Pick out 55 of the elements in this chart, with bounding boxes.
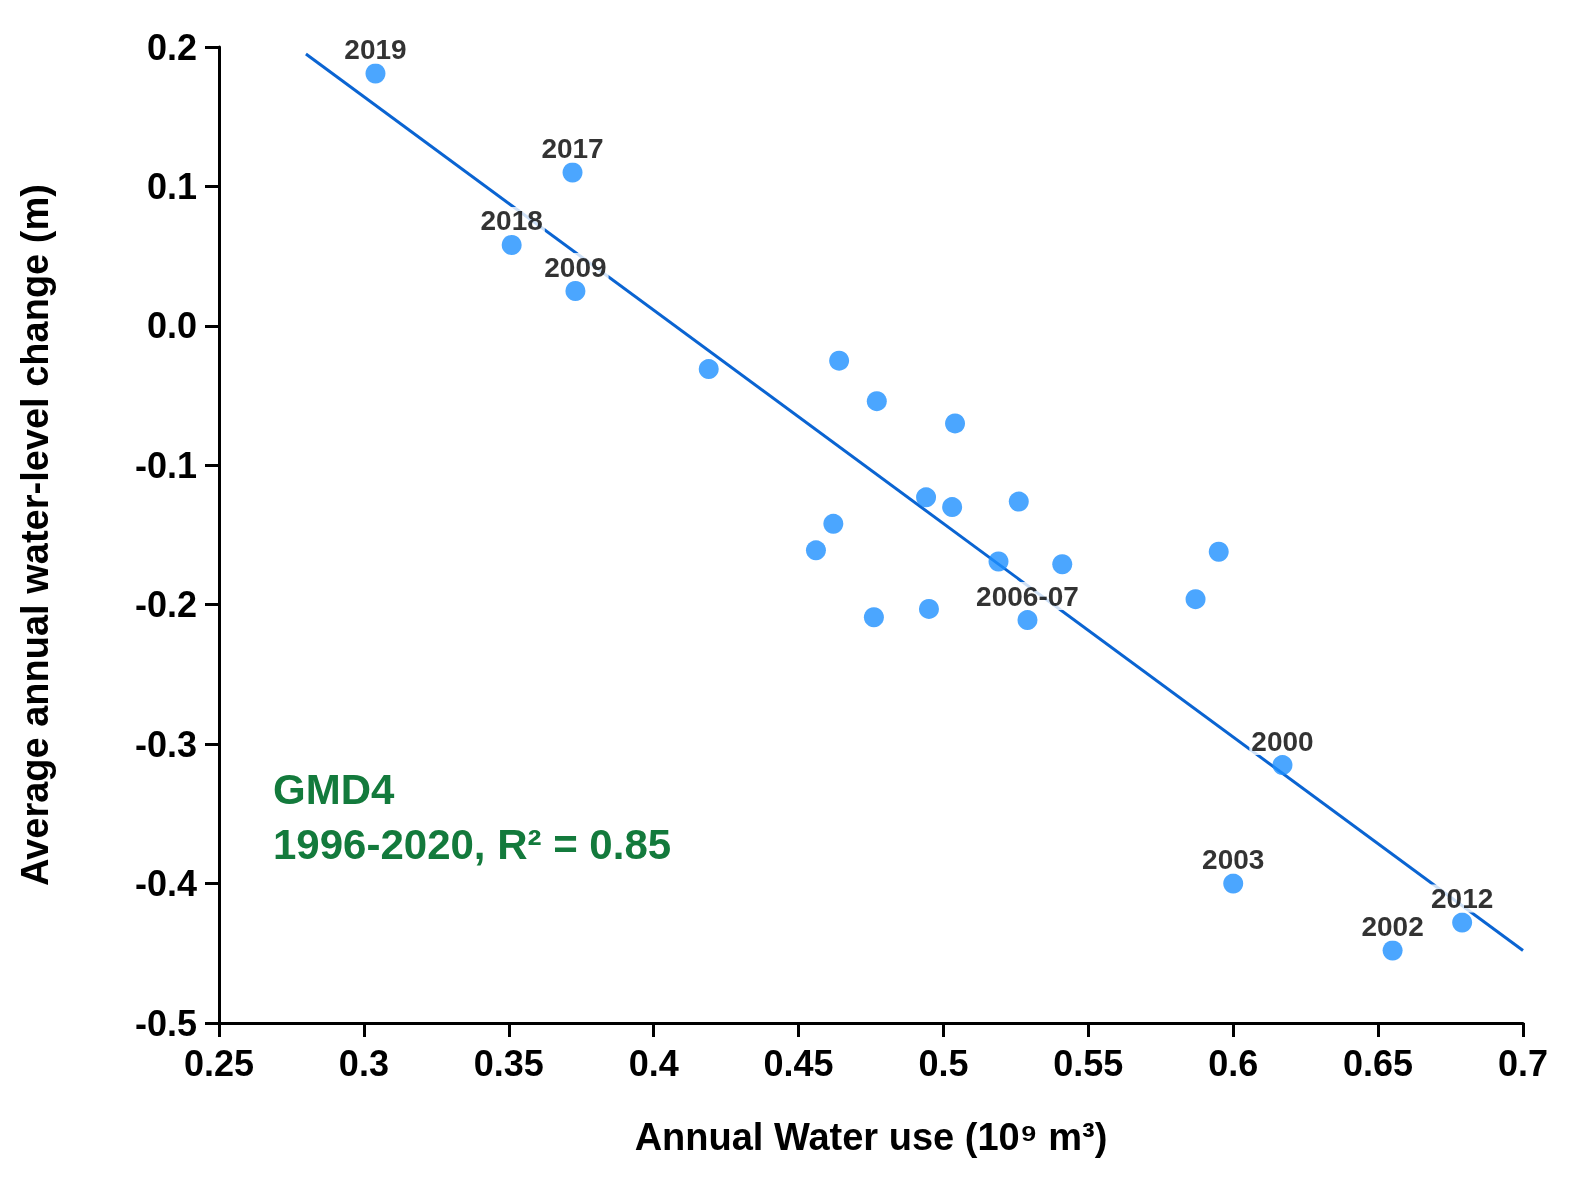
annotation: 2002 xyxy=(1361,911,1424,942)
annotation: 2012 xyxy=(1431,883,1494,915)
y-tick-label: -0.4 xyxy=(134,863,197,905)
y-tick-label: -0.3 xyxy=(134,723,197,765)
x-axis-title: Annual Water use (10⁹ m³) xyxy=(634,1116,1108,1158)
annotation: 2003 xyxy=(1202,844,1265,876)
point xyxy=(1272,755,1293,776)
y-tick-label: 0.1 xyxy=(146,165,197,207)
y-tick-label: 0.0 xyxy=(146,305,197,347)
x-tick-label: 0.55 xyxy=(1053,1042,1124,1084)
point xyxy=(1017,610,1038,631)
point xyxy=(918,598,939,619)
point xyxy=(823,513,844,534)
point xyxy=(1008,491,1029,512)
point xyxy=(1208,541,1229,562)
annotation: 1996-2020, R² = 0.85 xyxy=(273,820,672,868)
x-tick-label: 0.25 xyxy=(183,1042,255,1084)
point xyxy=(945,413,966,434)
point xyxy=(501,234,522,255)
annotation: 2018 xyxy=(480,205,543,237)
point xyxy=(698,359,719,380)
y-tick-label: -0.2 xyxy=(134,584,197,626)
point xyxy=(916,487,937,508)
point xyxy=(1452,912,1473,933)
annotation: 2000 xyxy=(1251,725,1314,757)
point xyxy=(829,350,850,371)
x-tick-label: 0.45 xyxy=(763,1042,834,1084)
point xyxy=(988,551,1009,572)
point xyxy=(805,540,826,561)
annotation: 2009 xyxy=(544,251,607,283)
annotation: 2019 xyxy=(344,33,407,65)
x-tick-label: 0.65 xyxy=(1343,1042,1414,1084)
annotation: 2017 xyxy=(541,132,604,164)
point xyxy=(565,281,586,301)
x-tick-label: 0.3 xyxy=(338,1042,389,1084)
point xyxy=(866,391,887,412)
y-tick-label: 0.2 xyxy=(146,26,197,68)
x-tick-label: 0.6 xyxy=(1208,1042,1259,1084)
point xyxy=(1185,589,1206,610)
y-tick-label: -0.1 xyxy=(134,444,197,486)
y-tick-label: -0.5 xyxy=(134,1002,197,1044)
point xyxy=(562,162,583,183)
point xyxy=(1052,554,1073,575)
point xyxy=(942,497,963,518)
x-tick-label: 0.7 xyxy=(1497,1042,1549,1084)
point xyxy=(365,63,386,84)
annotation: GMD4 xyxy=(273,765,395,813)
y-axis-title: Average annual water-level change (m) xyxy=(14,184,56,886)
annotation: 2006-07 xyxy=(976,580,1079,612)
point xyxy=(1223,873,1244,894)
x-tick-label: 0.4 xyxy=(628,1042,679,1084)
point xyxy=(1382,940,1403,961)
x-tick-label: 0.5 xyxy=(918,1042,969,1084)
x-tick-label: 0.35 xyxy=(473,1042,544,1084)
point xyxy=(863,607,884,628)
